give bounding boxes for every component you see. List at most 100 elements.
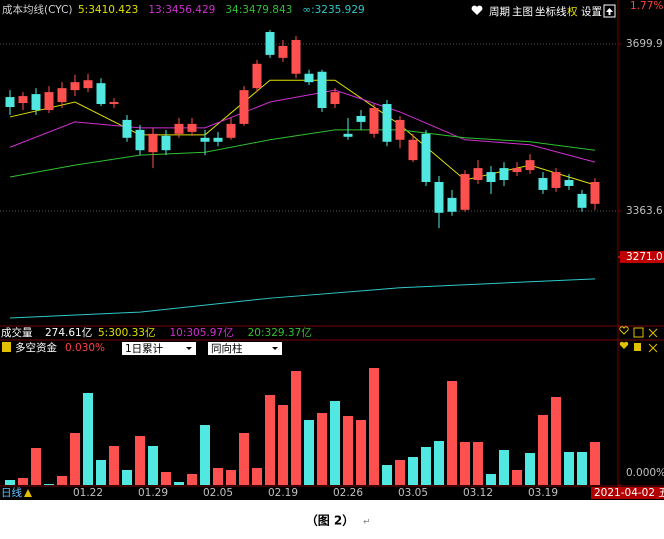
toolbar-item[interactable]: 周期 <box>489 6 510 18</box>
bar <box>512 470 522 485</box>
bar <box>486 474 496 485</box>
bar <box>590 442 600 485</box>
candle-body <box>447 197 457 212</box>
bar <box>447 381 457 485</box>
favorite-icon[interactable] <box>619 341 629 349</box>
favorite-icon[interactable] <box>471 5 483 15</box>
candle-body <box>304 73 314 83</box>
legend-entry: 5:3410.423 <box>78 4 138 16</box>
bar <box>265 395 275 485</box>
bar <box>473 442 483 485</box>
bar <box>460 442 470 485</box>
x-tick-label: 02.05 <box>203 487 233 499</box>
bar <box>31 448 41 485</box>
candle-body <box>291 39 301 74</box>
volume-ma: 5:300.33亿 <box>98 326 155 339</box>
candle-body <box>5 97 15 108</box>
period-icon[interactable] <box>24 489 32 497</box>
candle-body <box>577 193 587 208</box>
candle-body <box>538 178 548 190</box>
bar <box>57 476 67 485</box>
candle-body <box>564 180 574 186</box>
price-marker-label: 3271.0 <box>626 251 663 263</box>
dropdown[interactable] <box>122 342 196 355</box>
average-line <box>9 278 596 319</box>
bar <box>109 446 119 485</box>
toolbar-item[interactable]: 权 <box>567 5 578 18</box>
candle-body <box>213 137 223 142</box>
bar <box>434 441 444 485</box>
help-icon[interactable] <box>2 342 11 352</box>
bar <box>200 425 210 485</box>
toolbar-item[interactable]: 设置 <box>581 6 602 18</box>
bar <box>551 397 561 485</box>
y-tick-label: 3363.6 <box>626 205 663 217</box>
change-label: 1.77% <box>630 0 663 12</box>
bar <box>70 433 80 485</box>
dropdown[interactable] <box>208 342 282 355</box>
candle-body <box>135 129 145 151</box>
date-label: 2021-04-02 五 <box>594 487 664 499</box>
volume-ma: 20:329.37亿 <box>248 326 312 339</box>
toolbar-item[interactable]: 主图 <box>512 6 533 18</box>
bar <box>122 470 132 485</box>
candle-body <box>70 82 80 91</box>
average-line <box>9 79 596 186</box>
bar <box>174 482 184 485</box>
bar <box>18 478 28 485</box>
bar <box>499 450 509 485</box>
bar <box>135 436 145 485</box>
candle-body <box>408 139 418 161</box>
candle-body <box>252 63 262 89</box>
candle-body <box>330 92 340 105</box>
x-tick-label: 03.05 <box>398 487 428 499</box>
candle-body <box>31 94 41 110</box>
dropdown-text: 1日累计 <box>125 342 164 355</box>
average-line <box>9 129 596 178</box>
bar <box>252 468 262 485</box>
bar <box>525 453 535 485</box>
candle-body <box>148 133 158 153</box>
collapse-icon <box>606 8 613 15</box>
indicator-title: 多空资金 <box>15 341 57 354</box>
candle-body <box>239 90 249 124</box>
candle-body <box>382 104 392 142</box>
bar <box>187 474 197 485</box>
candle-body <box>434 181 444 213</box>
bar <box>408 457 418 485</box>
candle-body <box>356 115 366 122</box>
volume-header: 成交量 274.61亿 <box>1 326 92 339</box>
bar <box>317 413 327 485</box>
close-icon[interactable] <box>648 343 658 353</box>
candle-body <box>18 96 28 104</box>
favorite-icon[interactable] <box>619 326 629 335</box>
bar <box>538 415 548 485</box>
bar <box>213 468 223 485</box>
x-tick-label: 02.26 <box>333 487 363 499</box>
bar <box>278 405 288 485</box>
candle-body <box>200 137 210 142</box>
dropdown-arrow <box>186 347 192 350</box>
candle-body <box>226 123 236 138</box>
collapse-button[interactable] <box>603 4 616 18</box>
candle-body <box>551 172 561 188</box>
date-box <box>591 487 664 499</box>
period-label: 日线 <box>1 486 22 499</box>
candle-body <box>499 168 509 181</box>
legend-entry: 13:3456.429 <box>148 4 215 16</box>
caption-mark: ↵ <box>363 518 371 528</box>
bar <box>83 393 93 485</box>
candle-body <box>44 92 54 110</box>
chart-title: 成本均线(CYC) <box>2 3 73 16</box>
bar <box>291 371 301 485</box>
toolbar-item[interactable]: 坐标线 <box>535 5 567 18</box>
settings-icon[interactable] <box>633 327 644 338</box>
candle-body <box>187 123 197 132</box>
candle-body <box>473 168 483 181</box>
x-tick-label: 01.29 <box>138 487 168 499</box>
caption: （图 2） <box>306 513 355 528</box>
bar <box>564 452 574 485</box>
close-icon[interactable] <box>648 328 658 338</box>
settings-icon[interactable] <box>634 343 641 351</box>
